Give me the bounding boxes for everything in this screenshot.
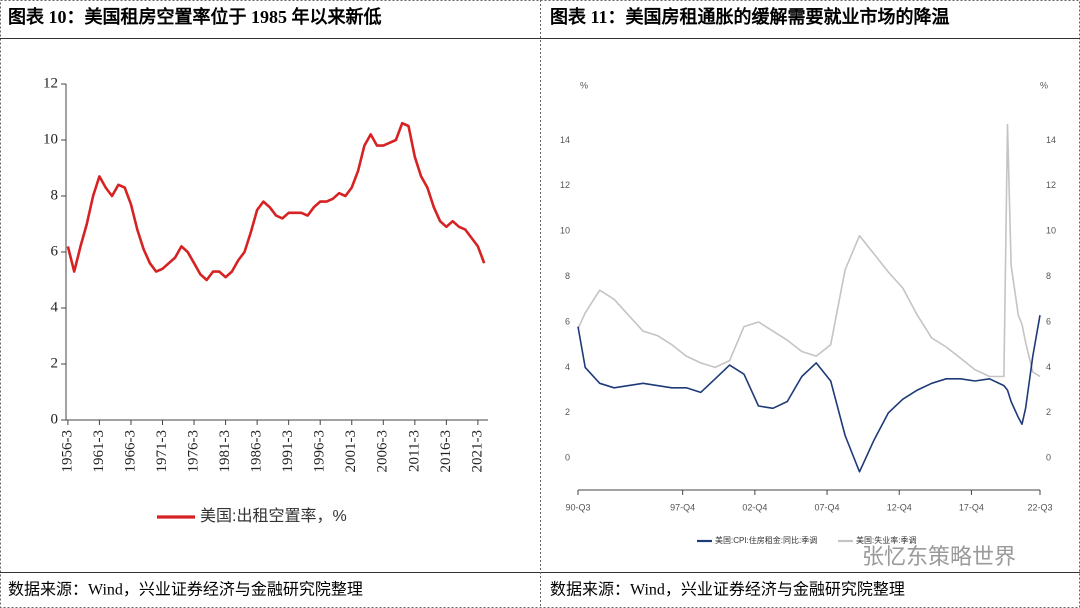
legend-label: 美国:出租空置率，% <box>200 507 347 525</box>
x-tick-label: 1961-3 <box>91 430 107 473</box>
y2-tick-label: 4 <box>1046 362 1051 372</box>
x-tick-label: 90-Q3 <box>565 502 590 512</box>
x-tick-label: 07-Q4 <box>815 502 840 512</box>
y-tick-label: 0 <box>565 453 570 463</box>
y-tick-label: 12 <box>560 180 570 190</box>
y2-axis-label: % <box>1040 80 1048 90</box>
x-tick-label: 1991-3 <box>280 430 296 473</box>
panel-title: 图表 11：美国房租通胀的缓解需要就业市场的降温 <box>550 6 950 27</box>
y2-tick-label: 2 <box>1046 407 1051 417</box>
x-tick-label: 2006-3 <box>375 430 391 473</box>
x-tick-label: 2011-3 <box>406 430 422 472</box>
y-tick-label: 8 <box>565 271 570 281</box>
x-tick-label: 1986-3 <box>249 430 265 473</box>
source: 数据来源：Wind，兴业证券经济与金融研究院整理 <box>8 581 363 599</box>
y-tick-label: 2 <box>565 407 570 417</box>
y-tick-label: 6 <box>51 243 59 259</box>
series-line <box>577 315 1041 473</box>
watermark: 张忆东策略世界 <box>862 544 1016 569</box>
y-tick-label: 6 <box>565 316 570 326</box>
x-tick-label: 1996-3 <box>312 430 328 473</box>
y2-tick-label: 12 <box>1046 180 1056 190</box>
x-tick-label: 2021-3 <box>469 430 485 473</box>
y-tick-label: 0 <box>51 411 59 427</box>
x-tick-label: 2016-3 <box>438 430 454 473</box>
x-tick-label: 1976-3 <box>185 430 201 473</box>
series-line <box>577 123 1041 378</box>
x-tick-label: 1956-3 <box>59 430 75 473</box>
x-tick-label: 02-Q4 <box>742 502 767 512</box>
y-tick-label: 12 <box>43 75 58 91</box>
y-tick-label: 8 <box>51 187 59 203</box>
y-tick-label: 4 <box>51 299 59 315</box>
y-tick-label: 2 <box>51 355 59 371</box>
source: 数据来源：Wind，兴业证券经济与金融研究院整理 <box>550 581 905 599</box>
y-tick-label: 14 <box>560 135 570 145</box>
y2-tick-label: 8 <box>1046 271 1051 281</box>
series-line <box>66 121 486 282</box>
legend-label: 美国:CPI:住房租金:同比:季调 <box>715 535 817 545</box>
x-tick-label: 1966-3 <box>122 430 138 473</box>
x-tick-label: 1981-3 <box>217 430 233 473</box>
x-tick-label: 12-Q4 <box>887 502 912 512</box>
panel-title: 图表 10：美国租房空置率位于 1985 年以来新低 <box>8 6 382 27</box>
y-axis-label: % <box>580 80 588 90</box>
y-tick-label: 10 <box>43 131 58 147</box>
legend-label: 美国:失业率:季调 <box>856 535 916 545</box>
y2-tick-label: 14 <box>1046 135 1056 145</box>
x-tick-label: 97-Q4 <box>670 502 695 512</box>
y-tick-label: 4 <box>565 362 570 372</box>
x-tick-label: 2001-3 <box>343 430 359 473</box>
x-tick-label: 1971-3 <box>154 430 170 473</box>
x-tick-label: 17-Q4 <box>959 502 984 512</box>
x-tick-label: 22-Q3 <box>1027 502 1052 512</box>
y2-tick-label: 6 <box>1046 316 1051 326</box>
y2-tick-label: 10 <box>1046 226 1056 236</box>
y-tick-label: 10 <box>560 226 570 236</box>
y2-tick-label: 0 <box>1046 453 1051 463</box>
